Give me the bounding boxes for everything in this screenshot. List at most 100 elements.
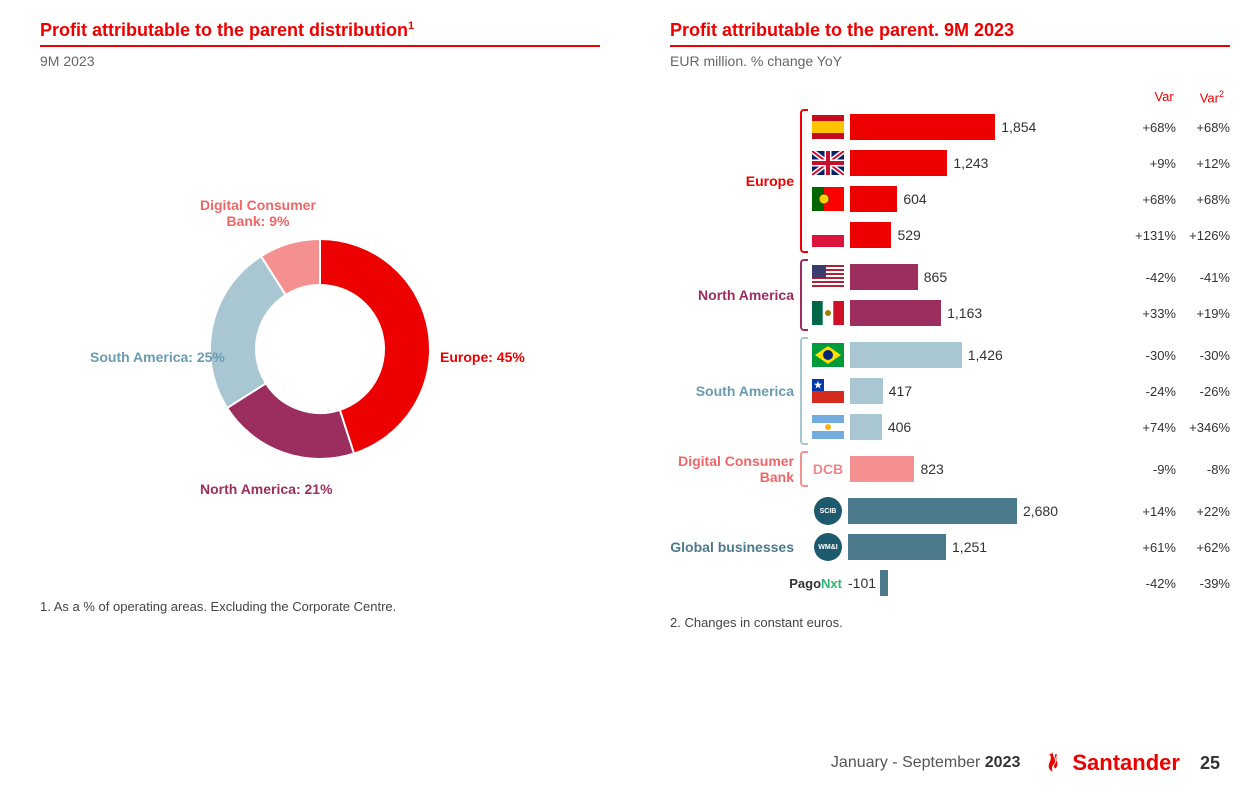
argentina-flag-icon [812, 415, 844, 439]
group: North America865-42%-41%1,163+33%+19% [670, 259, 1230, 331]
bar-row: 865-42%-41% [812, 259, 1230, 295]
flame-icon [1040, 750, 1066, 776]
var-header: Var Var2 [670, 89, 1230, 105]
bar-value: 406 [888, 419, 911, 435]
donut-label: South America: 25% [90, 349, 225, 365]
var2-value: +346% [1182, 420, 1230, 435]
bar-value: -101 [848, 575, 876, 591]
var-value: -24% [1128, 384, 1176, 399]
bar [850, 186, 897, 212]
var2-value: +68% [1182, 192, 1230, 207]
bar-area: 1,163 [850, 300, 983, 326]
var2-value: +12% [1182, 156, 1230, 171]
group: Digital Consumer BankDCB823-9%-8% [670, 451, 1230, 487]
bar-area: 1,854 [850, 114, 1036, 140]
brazil-flag-icon [812, 343, 844, 367]
bar [850, 378, 883, 404]
bar [880, 570, 888, 596]
var-value: +68% [1128, 192, 1176, 207]
bar-value: 1,243 [953, 155, 988, 171]
bar-value: 417 [889, 383, 912, 399]
scib-icon: SCIB [814, 497, 842, 525]
rows: 865-42%-41%1,163+33%+19% [812, 259, 1230, 331]
bar-area: 865 [850, 264, 983, 290]
var2-value: +22% [1182, 504, 1230, 519]
var-value: +33% [1128, 306, 1176, 321]
bar-row: ★ 417 -24% -26% [812, 373, 1230, 409]
bar-row: 1,854+68%+68% [812, 109, 1230, 145]
bar-row: PagoNxt-101-42%-39% [812, 565, 1230, 601]
portugal-flag-icon [812, 187, 844, 211]
rows: 1,426-30%-30%★417-24%-26%406+74%+346% [812, 337, 1230, 445]
bar-value: 529 [897, 227, 920, 243]
left-title: Profit attributable to the parent distri… [40, 20, 600, 47]
bar-row: 1,426-30%-30% [812, 337, 1230, 373]
chile-flag-icon: ★ [812, 379, 844, 403]
bracket [800, 451, 808, 487]
bar-value: 2,680 [1023, 503, 1058, 519]
var2-value: -39% [1182, 576, 1230, 591]
var-label: Var [1154, 89, 1173, 105]
bar-area: 529 [850, 222, 983, 248]
right-subtitle: EUR million. % change YoY [670, 53, 1230, 69]
bar-row: 406 +74% +346% [812, 409, 1230, 445]
var-value: +14% [1128, 504, 1176, 519]
bar [850, 456, 914, 482]
pagonxt-label: PagoNxt [772, 576, 842, 591]
group-label: North America [670, 259, 800, 331]
bar [850, 114, 995, 140]
var-value: -9% [1128, 462, 1176, 477]
bar-area: 1,426 [850, 342, 1003, 368]
bar [850, 342, 962, 368]
rows: DCB823-9%-8% [812, 451, 1230, 487]
bar-area: 1,243 [850, 150, 988, 176]
donut-label: Digital ConsumerBank: 9% [200, 197, 316, 229]
left-title-text: Profit attributable to the parent distri… [40, 20, 408, 40]
bar-row: WM&I1,251+61%+62% [812, 529, 1230, 565]
bar-value: 1,251 [952, 539, 987, 555]
bar-value: 604 [903, 191, 926, 207]
bar-row: 529 +131% +126% [812, 217, 1230, 253]
rows: SCIB2,680+14%+22%WM&I1,251+61%+62%PagoNx… [812, 493, 1230, 601]
var-value: +61% [1128, 540, 1176, 555]
group: South America1,426-30%-30%★417-24%-26%40… [670, 337, 1230, 445]
var2-value: +68% [1182, 120, 1230, 135]
group-label: South America [670, 337, 800, 445]
var-value: +74% [1128, 420, 1176, 435]
bar-row: 604 +68% +68% [812, 181, 1230, 217]
bar [850, 414, 882, 440]
right-footnote: 2. Changes in constant euros. [670, 615, 1230, 630]
bar-value: 865 [924, 269, 947, 285]
bar [850, 150, 947, 176]
page-number: 25 [1200, 753, 1220, 774]
groups-container: Europe 1,854 +68% +68% 1,243 +9% +12% 604 +68% +6… [670, 109, 1230, 601]
bar-chart: Var Var2 Europe 1,854 +68% +68% 1,243 +9% +12%… [670, 89, 1230, 601]
left-title-sup: 1 [408, 20, 414, 32]
var2-value: -30% [1182, 348, 1230, 363]
var2-value: +19% [1182, 306, 1230, 321]
group-label: Digital Consumer Bank [670, 451, 800, 487]
santander-logo: Santander [1040, 750, 1180, 776]
group: Europe 1,854 +68% +68% 1,243 +9% +12% 604 +68% +6… [670, 109, 1230, 253]
dcb-label: DCB [812, 461, 844, 477]
svg-text:★: ★ [814, 380, 823, 390]
left-footnote: 1. As a % of operating areas. Excluding … [40, 599, 600, 614]
rows: 1,854+68%+68%1,243+9%+12%604+68%+68%529+… [812, 109, 1230, 253]
var2-value: -26% [1182, 384, 1230, 399]
var-value: +131% [1128, 228, 1176, 243]
donut-label: Europe: 45% [440, 349, 525, 365]
bar-value: 823 [920, 461, 943, 477]
var2-label: Var2 [1200, 89, 1224, 105]
bar [848, 498, 1017, 524]
var2-value: +126% [1182, 228, 1230, 243]
group-label: Europe [670, 109, 800, 253]
bar [850, 264, 918, 290]
var-value: +9% [1128, 156, 1176, 171]
group: Global businessesSCIB2,680+14%+22%WM&I1,… [670, 493, 1230, 601]
bar-area: 604 [850, 186, 983, 212]
var-value: -42% [1128, 270, 1176, 285]
bar-area: 2,680 [848, 498, 1058, 524]
spain-flag-icon [812, 115, 844, 139]
footer-period: January - September 2023 [831, 754, 1020, 772]
left-subtitle: 9M 2023 [40, 53, 600, 69]
